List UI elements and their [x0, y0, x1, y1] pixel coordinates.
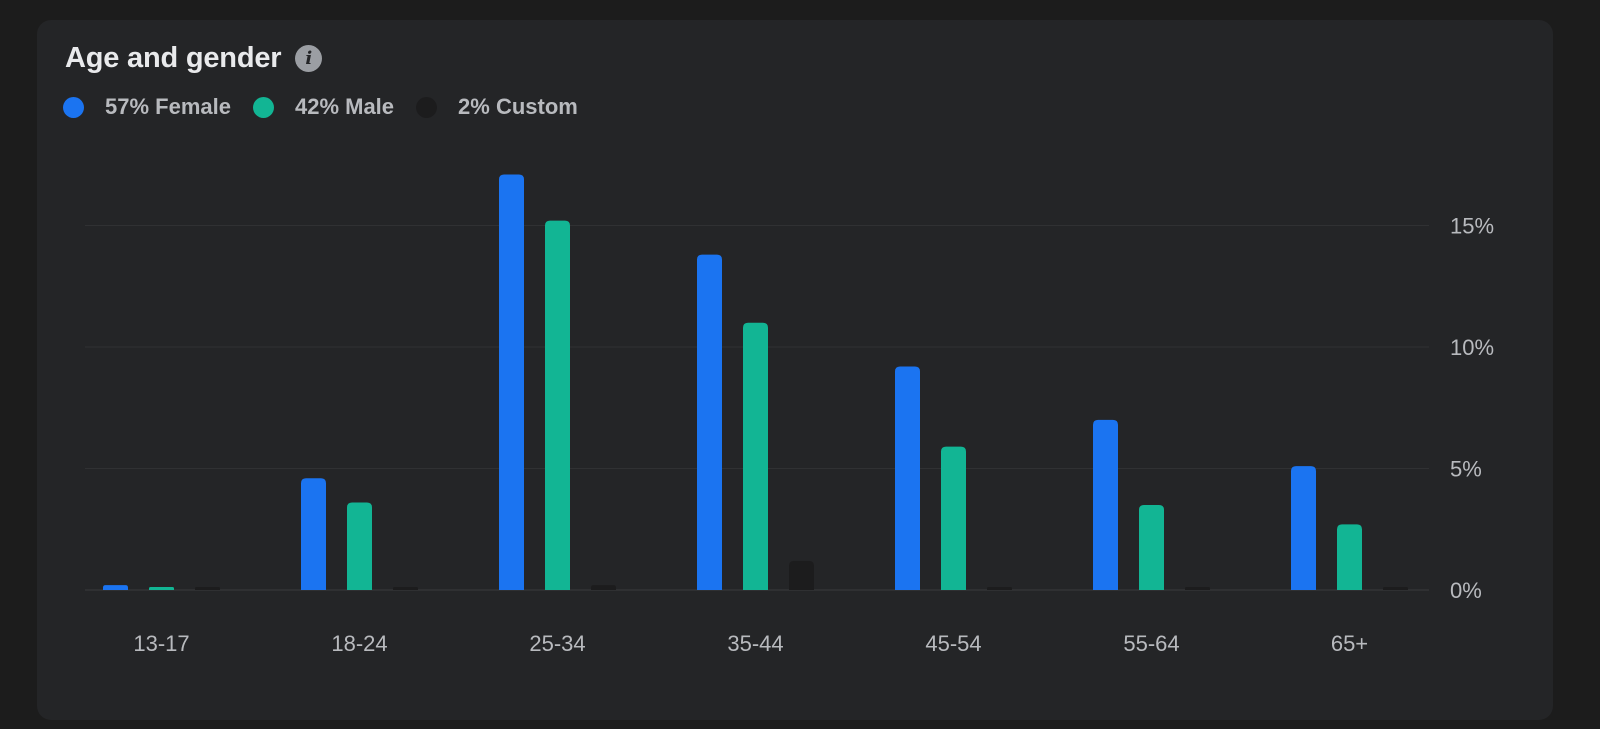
bar-42-male-13-17[interactable] — [149, 587, 174, 590]
x-tick-label: 13-17 — [133, 631, 189, 656]
card-header: Age and gender i — [65, 42, 323, 75]
info-icon[interactable]: i — [295, 45, 323, 72]
card-title: Age and gender — [65, 42, 282, 74]
legend-item-female[interactable]: 57% Female — [63, 94, 231, 120]
bar-57-female-65+[interactable] — [1291, 466, 1316, 590]
bar-57-female-45-54[interactable] — [895, 366, 920, 590]
bar-57-female-18-24[interactable] — [301, 478, 326, 590]
y-tick-label: 10% — [1450, 335, 1494, 360]
bar-42-male-18-24[interactable] — [347, 502, 372, 590]
legend-label-female: 57% Female — [105, 94, 231, 119]
x-tick-label: 18-24 — [331, 631, 387, 656]
bar-2-custom-45-54[interactable] — [987, 587, 1012, 590]
chart-legend: 57% Female 42% Male 2% Custom — [63, 94, 600, 120]
bar-2-custom-55-64[interactable] — [1185, 587, 1210, 590]
x-tick-label: 55-64 — [1123, 631, 1179, 656]
legend-dot-custom — [416, 96, 438, 118]
bar-42-male-65+[interactable] — [1337, 524, 1362, 590]
x-tick-label: 65+ — [1331, 631, 1368, 656]
bar-2-custom-13-17[interactable] — [195, 587, 220, 590]
legend-label-male: 42% Male — [294, 94, 395, 119]
legend-dot-male — [252, 96, 274, 118]
bar-42-male-45-54[interactable] — [941, 446, 966, 590]
x-tick-label: 45-54 — [925, 631, 981, 656]
x-tick-label: 35-44 — [727, 631, 783, 656]
bar-42-male-35-44[interactable] — [743, 322, 768, 590]
legend-label-custom: 2% Custom — [458, 94, 578, 119]
bar-42-male-25-34[interactable] — [545, 220, 570, 590]
age-gender-card: Age and gender i 57% Female 42% Male 2% … — [37, 20, 1553, 720]
bar-57-female-13-17[interactable] — [103, 585, 128, 590]
bar-42-male-55-64[interactable] — [1139, 504, 1164, 590]
legend-item-custom[interactable]: 2% Custom — [416, 94, 578, 120]
y-tick-label: 5% — [1450, 457, 1482, 482]
bar-57-female-25-34[interactable] — [499, 174, 524, 590]
bar-2-custom-25-34[interactable] — [591, 585, 616, 590]
x-tick-label: 25-34 — [529, 631, 585, 656]
y-tick-label: 15% — [1450, 214, 1494, 239]
bar-chart: 0% 5% 10% 15% 13-17 18-24 25-34 35-44 45-54 55-64… — [85, 174, 1494, 656]
y-tick-label: 0% — [1450, 578, 1482, 603]
legend-item-male[interactable]: 42% Male — [252, 94, 395, 120]
bar-2-custom-65+[interactable] — [1383, 587, 1408, 590]
bar-57-female-35-44[interactable] — [697, 254, 722, 590]
legend-dot-female — [63, 96, 84, 118]
bar-2-custom-35-44[interactable] — [789, 560, 814, 590]
bar-2-custom-18-24[interactable] — [393, 587, 418, 590]
bar-57-female-55-64[interactable] — [1093, 419, 1118, 590]
